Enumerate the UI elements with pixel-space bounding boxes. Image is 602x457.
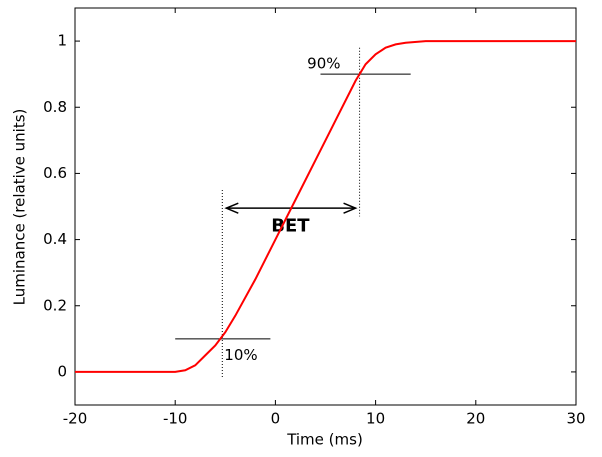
y-tick-label: 0.6 (43, 164, 67, 182)
arrow-head (343, 202, 358, 214)
annotation: 90% (307, 55, 340, 73)
y-tick-label: 0 (57, 362, 67, 380)
x-tick-label: 10 (366, 410, 385, 428)
annotation: BET (271, 215, 310, 236)
annotation: 10% (224, 346, 257, 364)
y-tick-label: 0.8 (43, 98, 67, 116)
x-tick-label: 20 (466, 410, 485, 428)
arrow-head (224, 202, 239, 214)
x-tick-label: -10 (163, 410, 188, 428)
data-line (75, 40, 576, 373)
x-axis-label: Time (ms) (286, 431, 363, 449)
x-tick-label: 0 (271, 410, 281, 428)
x-tick-label: 30 (566, 410, 585, 428)
x-tick-label: -20 (63, 410, 88, 428)
y-axis-label: Luminance (relative units) (11, 109, 29, 306)
plot-box (74, 7, 577, 406)
y-tick-label: 0.2 (43, 296, 67, 314)
y-tick-label: 1 (57, 32, 67, 50)
y-tick-label: 0.4 (43, 230, 67, 248)
